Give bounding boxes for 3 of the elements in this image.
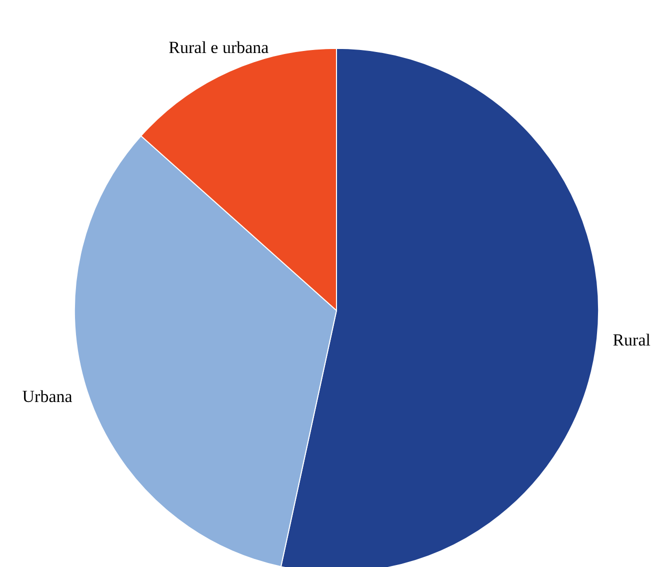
slice-label: Urbana xyxy=(22,386,73,406)
slice-label: Rural xyxy=(612,330,651,350)
slice-label: Rural e urbana xyxy=(168,38,270,57)
